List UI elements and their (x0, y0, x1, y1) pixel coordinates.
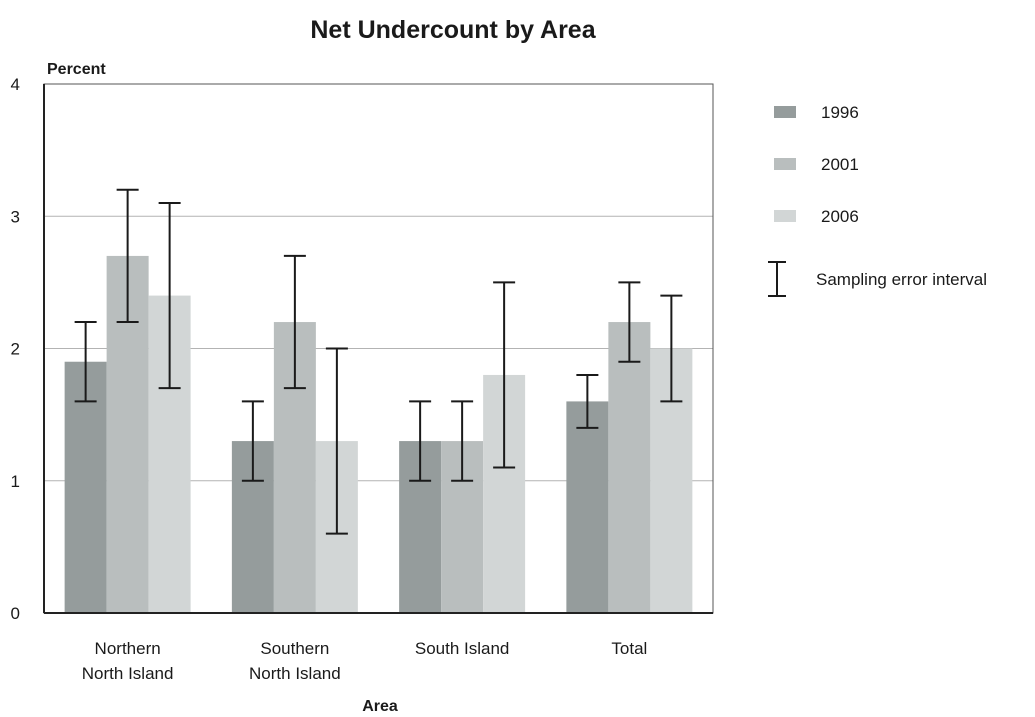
error-bar (493, 281, 516, 469)
error-bar (325, 347, 348, 535)
legend-label: 2001 (821, 155, 859, 174)
bar (64, 361, 107, 613)
legend-swatch (774, 158, 796, 170)
bar (566, 401, 609, 613)
y-tick-labels: 0 1 2 3 4 (11, 75, 20, 623)
error-bar (116, 188, 139, 324)
y-tick-label: 1 (11, 472, 20, 491)
legend-error-icon (768, 261, 786, 297)
y-tick-label: 2 (11, 340, 20, 359)
error-bar (283, 254, 306, 390)
x-category-label: North Island (82, 664, 174, 683)
error-bar (451, 400, 474, 482)
x-category-label: South Island (415, 639, 510, 658)
x-category-label: North Island (249, 664, 341, 683)
chart-title: Net Undercount by Area (310, 16, 596, 44)
y-tick-label: 3 (11, 207, 20, 226)
x-axis-label: Area (362, 698, 398, 715)
legend-swatch (774, 210, 796, 222)
legend-label: 1996 (821, 103, 859, 122)
error-bars (74, 188, 683, 535)
x-category-label: Northern (95, 639, 161, 658)
error-bar (74, 321, 97, 403)
error-bar (241, 400, 264, 482)
bars (64, 255, 693, 614)
legend-swatch (774, 106, 796, 118)
error-bar (660, 294, 683, 403)
error-bar (618, 281, 641, 363)
legend-error-label: Sampling error interval (816, 270, 987, 289)
bar (608, 322, 651, 613)
x-category-label: Southern (260, 639, 329, 658)
error-bar (576, 373, 599, 429)
legend-label: 2006 (821, 207, 859, 226)
y-tick-label: 4 (11, 75, 20, 94)
y-tick-label: 0 (11, 604, 20, 623)
legend: 1996 2001 2006 Sampling error interval (768, 103, 987, 297)
y-axis-label: Percent (47, 61, 106, 78)
error-bar (409, 400, 432, 482)
error-bar (158, 202, 181, 390)
x-category-label: Total (611, 639, 647, 658)
x-category-labels: Northern North Island Southern North Island… (82, 639, 648, 683)
